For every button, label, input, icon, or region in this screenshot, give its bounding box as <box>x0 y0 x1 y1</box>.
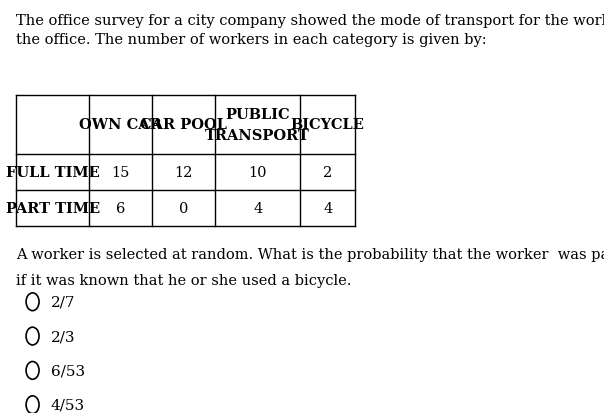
Text: TRANSPORT: TRANSPORT <box>205 128 310 142</box>
Text: A worker is selected at random. What is the probability that the worker  was par: A worker is selected at random. What is … <box>16 248 604 261</box>
Text: 2/3: 2/3 <box>51 329 76 343</box>
Text: CAR POOL: CAR POOL <box>140 118 227 132</box>
Text: 6/53: 6/53 <box>51 363 85 377</box>
Text: 4: 4 <box>253 202 262 216</box>
Text: 6: 6 <box>116 202 126 216</box>
Text: if it was known that he or she used a bicycle.: if it was known that he or she used a bi… <box>16 273 352 287</box>
Text: 4: 4 <box>323 202 332 216</box>
Text: the office. The number of workers in each category is given by:: the office. The number of workers in eac… <box>16 33 487 47</box>
Text: 15: 15 <box>112 166 130 180</box>
Text: PUBLIC: PUBLIC <box>225 107 290 121</box>
Text: 2/7: 2/7 <box>51 295 76 309</box>
Text: 0: 0 <box>179 202 188 216</box>
Text: OWN CAR: OWN CAR <box>80 118 162 132</box>
Text: BICYCLE: BICYCLE <box>291 118 365 132</box>
Text: 2: 2 <box>323 166 332 180</box>
Text: The office survey for a city company showed the mode of transport for the worker: The office survey for a city company sho… <box>16 14 604 28</box>
Text: PART TIME: PART TIME <box>6 202 100 216</box>
Text: 4/53: 4/53 <box>51 398 85 412</box>
Text: 12: 12 <box>175 166 193 180</box>
Text: FULL TIME: FULL TIME <box>6 166 100 180</box>
Text: 10: 10 <box>248 166 267 180</box>
